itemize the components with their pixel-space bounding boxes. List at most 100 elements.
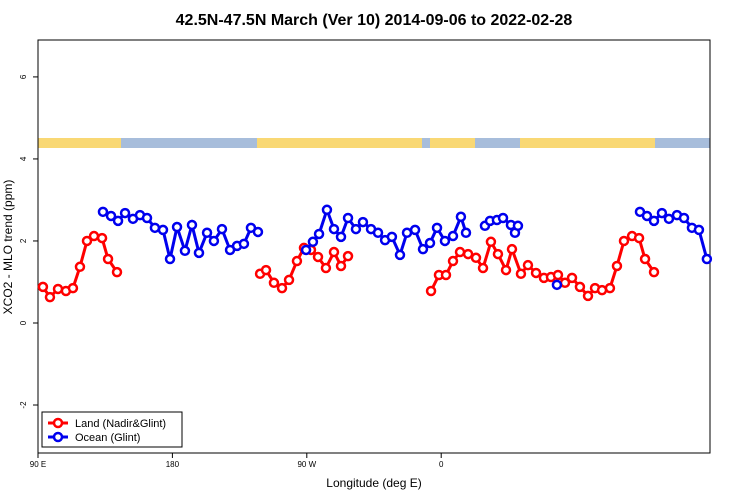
x-tick-label: 90 W	[297, 460, 316, 469]
point	[268, 277, 280, 289]
y-axis-label: XCO2 - MLO trend (ppm)	[1, 180, 15, 315]
point	[149, 222, 161, 234]
point	[74, 261, 86, 273]
point	[186, 219, 198, 231]
land-ocean-strip	[38, 138, 710, 148]
point	[648, 266, 660, 278]
point	[335, 231, 347, 243]
point	[678, 212, 690, 224]
point	[460, 227, 472, 239]
point	[372, 227, 384, 239]
y-tick-label: 0	[19, 320, 28, 325]
point	[112, 215, 124, 227]
point	[342, 212, 354, 224]
point	[455, 211, 467, 223]
point	[141, 212, 153, 224]
point	[618, 235, 630, 247]
point	[582, 290, 594, 302]
x-axis-label: Longitude (deg E)	[326, 476, 421, 490]
point	[342, 250, 354, 262]
point	[497, 212, 509, 224]
plot-frame	[37, 39, 711, 454]
point	[454, 246, 466, 258]
point	[641, 210, 653, 222]
point	[193, 247, 205, 259]
point	[157, 224, 169, 236]
point	[201, 227, 213, 239]
point	[328, 223, 340, 235]
point	[97, 206, 109, 218]
point	[552, 269, 564, 281]
chart-title: 42.5N-47.5N March (Ver 10) 2014-09-06 to…	[176, 12, 573, 29]
point	[386, 231, 398, 243]
point	[238, 238, 250, 250]
point	[321, 204, 333, 216]
point	[506, 243, 518, 255]
point	[171, 221, 183, 233]
point	[102, 253, 114, 265]
point	[394, 249, 406, 261]
point	[424, 237, 436, 249]
point	[693, 224, 705, 236]
point	[447, 230, 459, 242]
point	[574, 281, 586, 293]
point	[252, 226, 264, 238]
point	[350, 223, 362, 235]
point	[431, 222, 443, 234]
legend	[41, 411, 183, 448]
point	[656, 207, 668, 219]
x-tick-label: 0	[439, 460, 444, 469]
point	[81, 235, 93, 247]
legend-marker	[52, 417, 64, 429]
point	[276, 282, 288, 294]
x-tick-label: 90 E	[30, 460, 46, 469]
y-tick-label: -2	[19, 401, 28, 409]
point	[522, 259, 534, 271]
point	[530, 267, 542, 279]
point	[485, 236, 497, 248]
point	[291, 255, 303, 267]
point	[320, 262, 332, 274]
point	[648, 215, 660, 227]
legend-label: Land (Nadir&Glint)	[75, 418, 166, 430]
point	[313, 228, 325, 240]
point	[425, 285, 437, 297]
point	[111, 266, 123, 278]
point	[300, 244, 312, 256]
point	[462, 248, 474, 260]
y-tick-label: 2	[19, 238, 28, 243]
y-tick-label: 4	[19, 156, 28, 161]
point	[663, 213, 675, 225]
point	[492, 248, 504, 260]
point	[88, 230, 100, 242]
point	[164, 253, 176, 265]
point	[328, 246, 340, 258]
point	[260, 264, 272, 276]
point	[44, 291, 56, 303]
point	[216, 223, 228, 235]
point	[512, 220, 524, 232]
point	[551, 279, 563, 291]
point	[500, 264, 512, 276]
point	[439, 235, 451, 247]
point	[447, 255, 459, 267]
point	[633, 232, 645, 244]
point	[470, 252, 482, 264]
point	[357, 216, 369, 228]
point	[283, 274, 295, 286]
point	[604, 282, 616, 294]
point	[639, 253, 651, 265]
point	[105, 210, 117, 222]
point	[208, 235, 220, 247]
point	[307, 236, 319, 248]
point	[515, 268, 527, 280]
series-line	[41, 234, 656, 300]
point	[409, 224, 421, 236]
point	[179, 245, 191, 257]
point	[440, 269, 452, 281]
point	[119, 207, 131, 219]
point	[566, 272, 578, 284]
point	[417, 243, 429, 255]
point	[37, 281, 49, 293]
point	[401, 227, 413, 239]
